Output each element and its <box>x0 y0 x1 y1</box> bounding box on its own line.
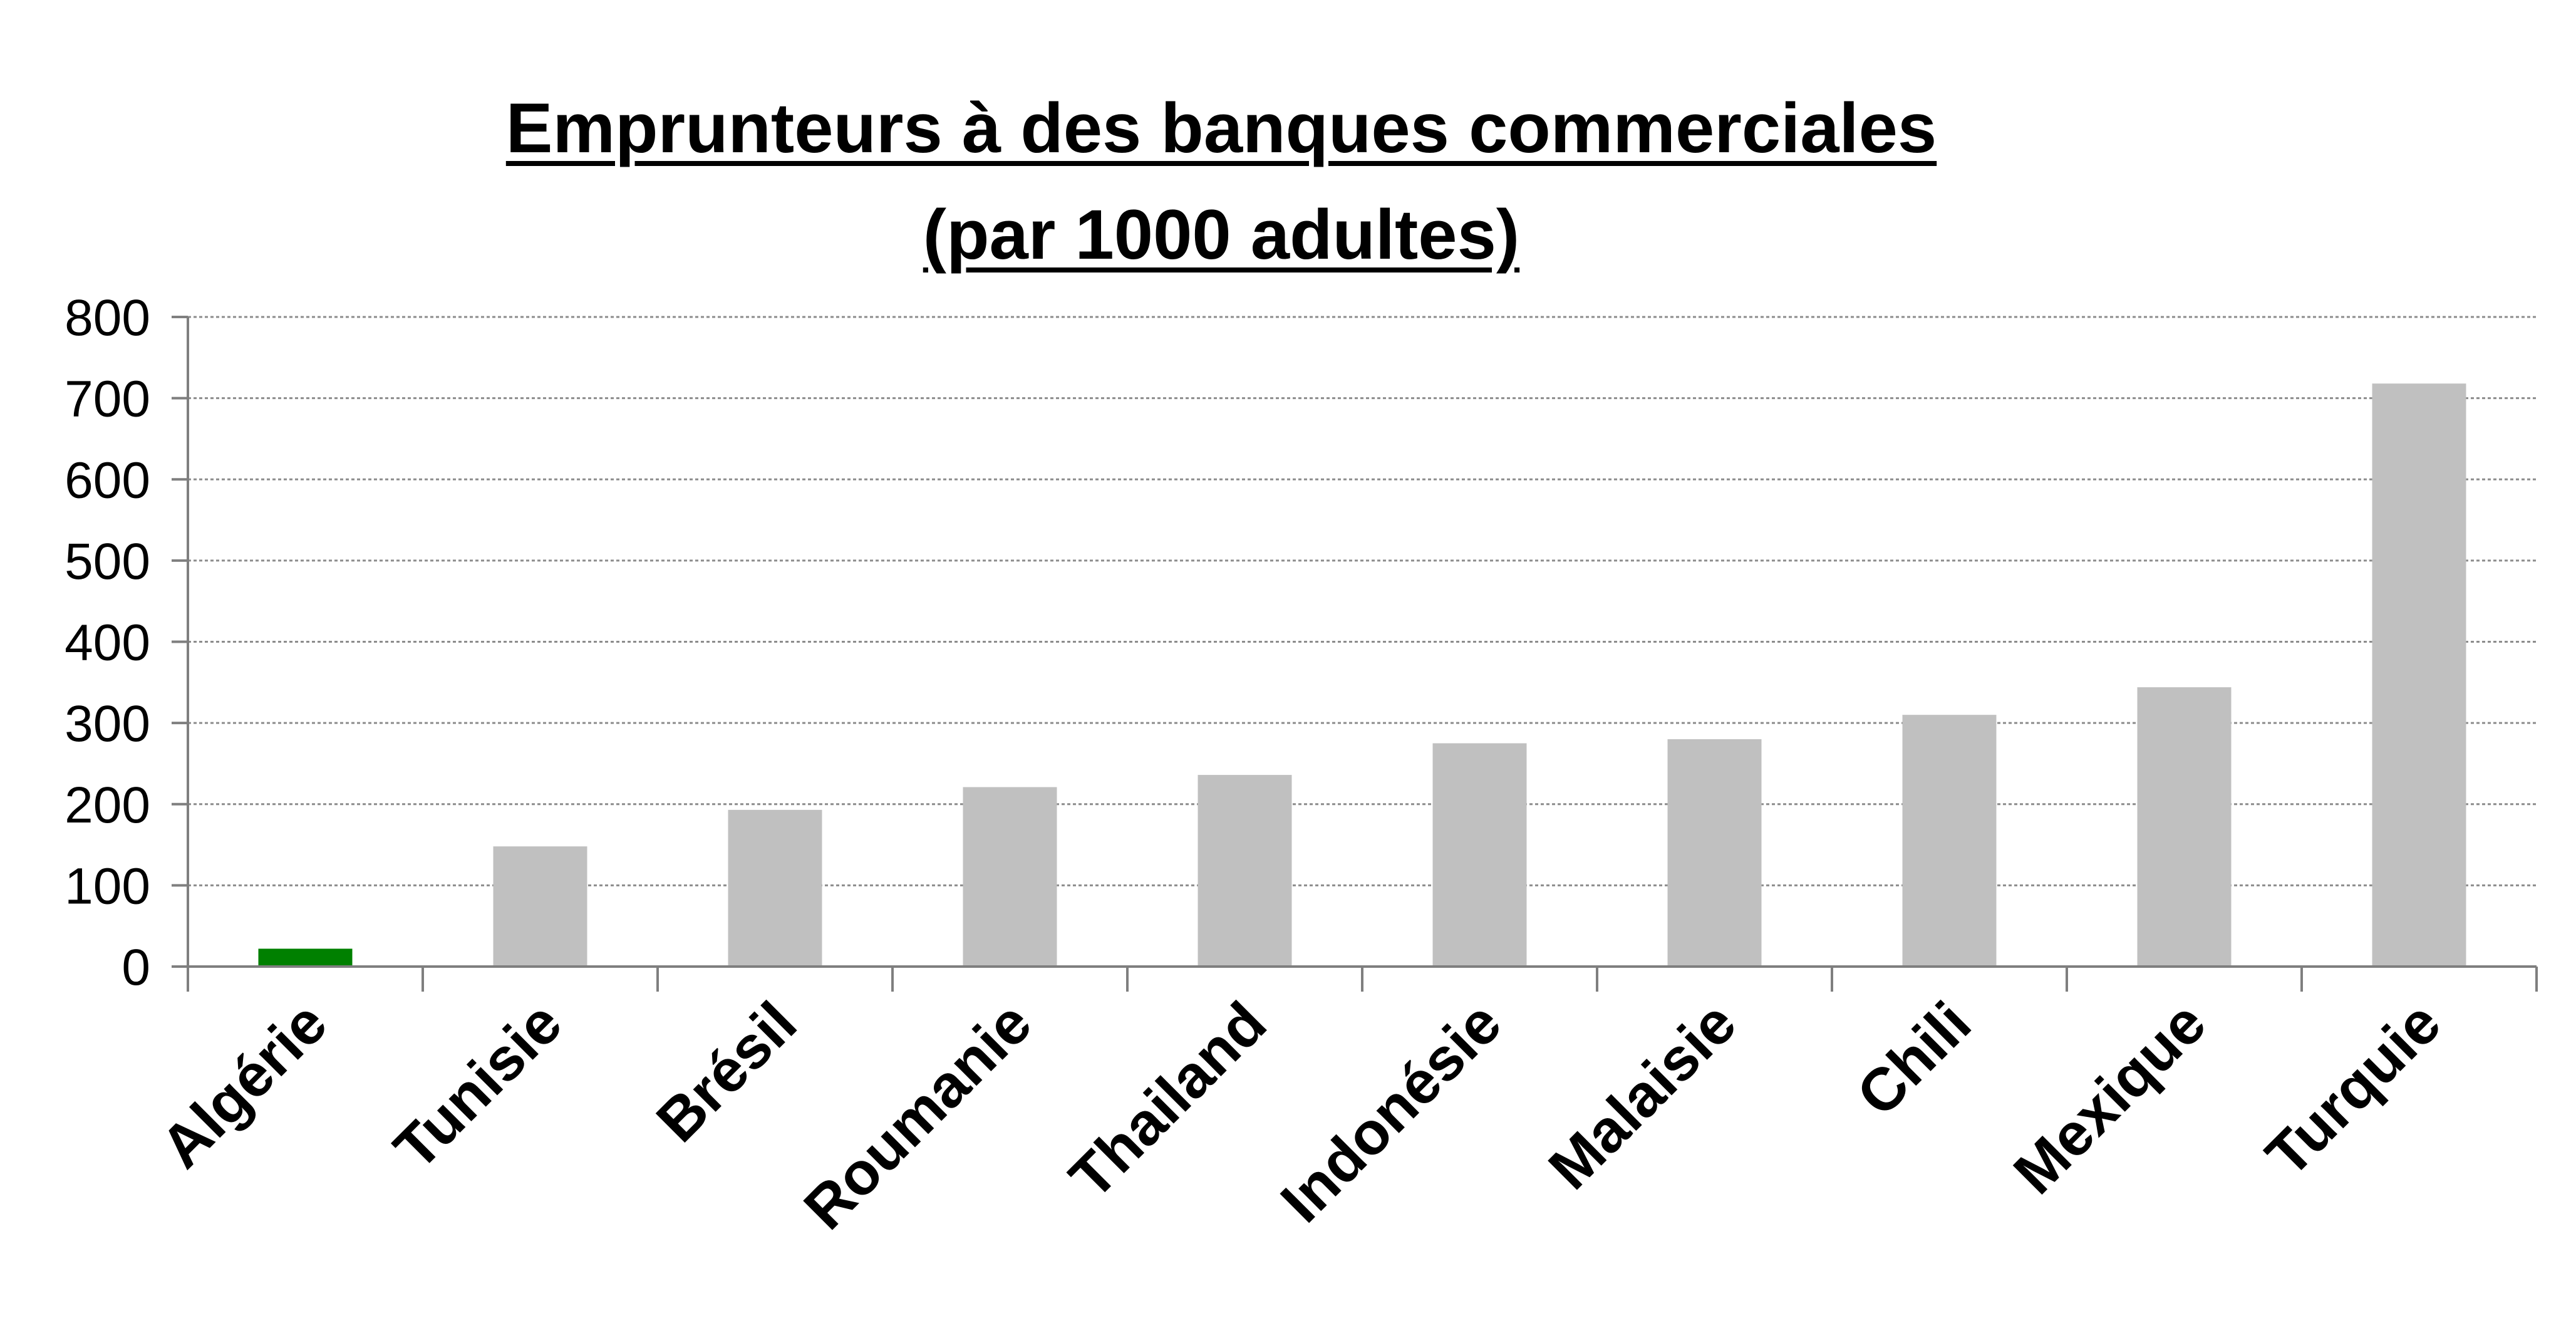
x-tick-label: Thailand <box>1057 989 1280 1211</box>
y-tick-label: 500 <box>65 533 150 590</box>
x-tick-label: Algérie <box>148 989 340 1181</box>
bar <box>258 948 353 967</box>
x-tick-label: Turquie <box>2253 989 2454 1190</box>
bar <box>963 787 1057 967</box>
x-tick-label: Brésil <box>644 989 809 1154</box>
axes <box>172 316 2538 992</box>
chart-title-block: Emprunteurs à des banques commerciales (… <box>0 75 2443 288</box>
bar <box>1197 775 1292 967</box>
bars <box>258 383 2466 967</box>
bar <box>493 846 587 967</box>
y-tick-label: 400 <box>65 615 150 672</box>
y-tick-label: 700 <box>65 371 150 428</box>
x-tick-label: Chili <box>1844 989 1984 1129</box>
bar <box>2372 383 2466 967</box>
y-tick-label: 0 <box>122 939 150 996</box>
x-tick-label: Mexique <box>2001 989 2218 1206</box>
x-tick-label: Tunisie <box>381 989 574 1182</box>
tick-labels: 0 100 200 300 400 500 600 700 800 Algérie Tunisie B… <box>65 289 2453 1242</box>
chart-title: Emprunteurs à des banques commerciales <box>505 89 1937 167</box>
y-tick-label: 300 <box>65 695 150 752</box>
chart-subtitle: (par 1000 adultes) <box>923 195 1520 274</box>
bar <box>1902 715 1997 967</box>
x-tick-label: Indonésie <box>1268 989 1514 1235</box>
gridlines <box>188 316 2537 886</box>
bar <box>2137 687 2232 967</box>
y-tick-label: 600 <box>65 452 150 509</box>
y-tick-label: 200 <box>65 777 150 834</box>
bar <box>728 809 822 967</box>
y-tick-label: 100 <box>65 858 150 915</box>
y-tick-label: 800 <box>65 289 150 346</box>
bar <box>1432 743 1527 967</box>
x-tick-label: Roumanie <box>792 989 1045 1242</box>
bar <box>1667 739 1762 967</box>
x-tick-label: Malaisie <box>1536 989 1749 1202</box>
